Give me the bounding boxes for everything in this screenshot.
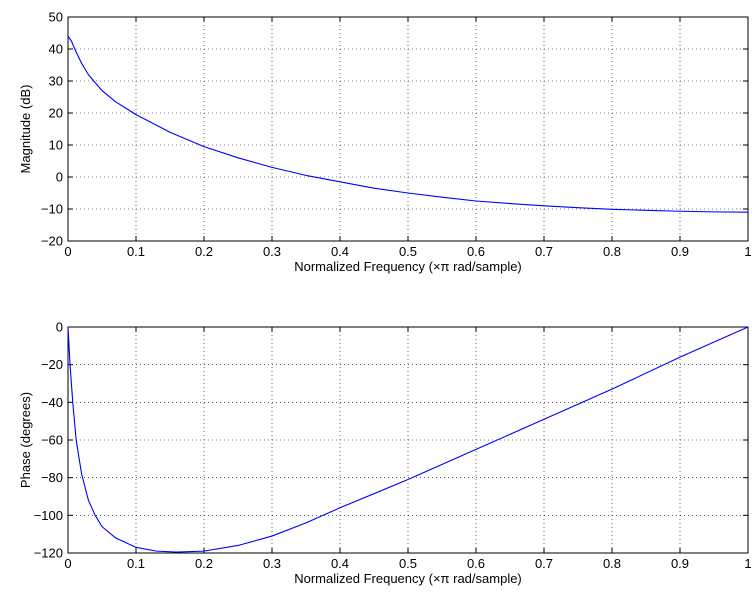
phase-x-tick-label: 0.3 (263, 556, 281, 571)
phase-y-tick-label: −60 (41, 433, 63, 448)
phase-plot: 0 0.1 0.2 0.3 0.4 0.5 0.6 0.7 0.8 0.9 1 −120 −100 −80… (18, 320, 752, 587)
magnitude-y-tick-label: 50 (49, 10, 63, 25)
phase-x-tick-label: 0.2 (195, 556, 213, 571)
magnitude-y-tick-label: 30 (49, 74, 63, 89)
phase-y-tick-label: −20 (41, 357, 63, 372)
magnitude-x-tick-label: 0.9 (671, 244, 689, 259)
phase-x-tick-label: 0.1 (127, 556, 145, 571)
magnitude-x-tick-label: 0.7 (535, 244, 553, 259)
phase-x-tick-label: 0.4 (331, 556, 349, 571)
phase-x-tick-label: 0.5 (399, 556, 417, 571)
phase-y-tick-label: −120 (34, 546, 63, 561)
phase-x-tick-label: 0.6 (467, 556, 485, 571)
magnitude-x-axis-label: Normalized Frequency (×π rad/sample) (294, 259, 522, 274)
phase-y-tick-label: −100 (34, 508, 63, 523)
magnitude-x-tick-label: 0.8 (603, 244, 621, 259)
phase-x-axis-label: Normalized Frequency (×π rad/sample) (294, 571, 522, 586)
phase-y-tick-label: 0 (56, 320, 63, 335)
phase-x-tick-label: 1 (744, 556, 751, 571)
magnitude-plot: 0 0.1 0.2 0.3 0.4 0.5 0.6 0.7 0.8 0.9 1 −20 −10 0 10 20… (18, 10, 752, 275)
magnitude-x-tick-label: 1 (744, 244, 751, 259)
magnitude-x-tick-label: 0.5 (399, 244, 417, 259)
phase-x-tick-label: 0.8 (603, 556, 621, 571)
phase-x-tick-label: 0.9 (671, 556, 689, 571)
magnitude-y-tick-label: −10 (41, 202, 63, 217)
magnitude-x-tick-label: 0.6 (467, 244, 485, 259)
phase-series-line (67, 326, 749, 553)
phase-y-tick-label: −40 (41, 395, 63, 410)
phase-x-tick-label: 0 (64, 556, 71, 571)
magnitude-y-tick-label: 20 (49, 106, 63, 121)
magnitude-y-tick-label: 0 (56, 170, 63, 185)
magnitude-x-tick-label: 0.4 (331, 244, 349, 259)
magnitude-y-tick-label: −20 (41, 234, 63, 249)
magnitude-x-tick-label: 0.1 (127, 244, 145, 259)
phase-y-tick-label: −80 (41, 470, 63, 485)
magnitude-x-tick-label: 0.3 (263, 244, 281, 259)
phase-y-axis-label: Phase (degrees) (18, 392, 33, 488)
magnitude-x-tick-label: 0 (64, 244, 71, 259)
magnitude-y-axis-label: Magnitude (dB) (18, 85, 33, 174)
magnitude-x-tick-label: 0.2 (195, 244, 213, 259)
phase-x-tick-label: 0.7 (535, 556, 553, 571)
magnitude-y-tick-label: 40 (49, 42, 63, 57)
magnitude-series-line (67, 35, 749, 213)
magnitude-y-tick-label: 10 (49, 138, 63, 153)
